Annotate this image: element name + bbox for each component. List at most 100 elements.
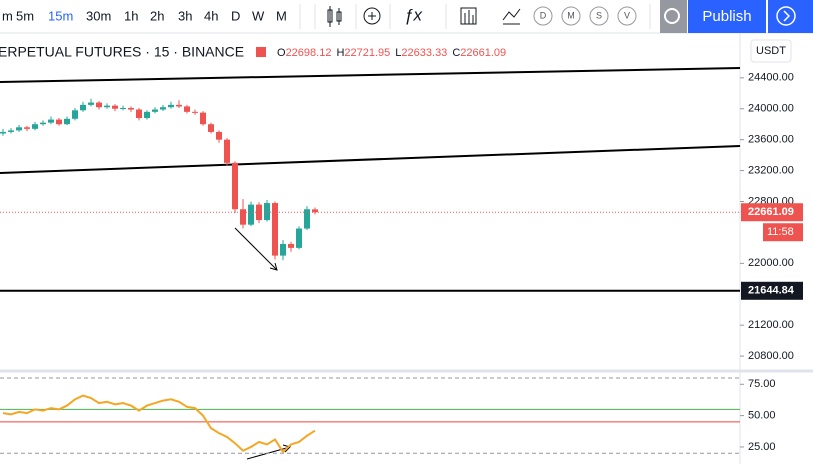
indicator-button[interactable]	[589, 6, 609, 26]
interval-button[interactable]: 30m	[86, 8, 111, 23]
y-tick-label: 50.00	[748, 410, 776, 422]
divergence-arrow	[234, 227, 278, 271]
interval-button[interactable]: m	[2, 8, 13, 23]
candle-body	[128, 107, 134, 110]
ohlc-label: C	[452, 47, 460, 59]
interval-button[interactable]: W	[252, 8, 265, 23]
candle-body	[144, 111, 150, 119]
publish-label: Publish	[702, 8, 751, 25]
indicator-button[interactable]	[561, 6, 581, 26]
y-tick-label: 24000.00	[748, 103, 794, 115]
level-tag	[741, 281, 803, 300]
interval-button[interactable]: 1h	[124, 8, 138, 23]
interval-button[interactable]: D	[231, 8, 240, 23]
interval-button[interactable]: 5m	[16, 8, 34, 23]
currency-button[interactable]	[750, 39, 792, 63]
templates-icon[interactable]	[460, 7, 477, 25]
menu-arrow	[783, 10, 791, 22]
indicator-button[interactable]	[617, 6, 637, 26]
candle-body	[40, 122, 46, 125]
ohlc-label: H	[336, 47, 344, 59]
candle-body	[184, 106, 190, 112]
candle-body	[272, 203, 278, 256]
arrow-head	[282, 444, 291, 453]
candle-body	[200, 112, 206, 125]
candle-body	[296, 228, 302, 248]
interval-button[interactable]: 15m	[48, 8, 73, 23]
candle-body	[16, 127, 22, 131]
candle-body	[264, 203, 270, 221]
candle-body	[32, 124, 38, 129]
y-tick-label: 20800.00	[748, 350, 794, 362]
candle-body	[88, 102, 94, 105]
interval-button[interactable]: 3h	[178, 8, 192, 23]
candle-body	[208, 124, 214, 132]
trend-line	[0, 67, 741, 83]
candle-icon[interactable]	[327, 6, 342, 27]
candle-body	[48, 119, 54, 123]
candle-body	[104, 105, 110, 108]
candle-body	[24, 127, 30, 129]
y-tick-label: 24400.00	[748, 72, 794, 84]
candle-body	[304, 209, 310, 229]
indicator-label: D	[540, 10, 547, 20]
candle-body	[168, 104, 174, 108]
ohlc-value: 22698.12	[286, 47, 332, 59]
candle-body	[136, 109, 142, 119]
candle-body	[152, 109, 158, 112]
candle-body	[80, 104, 86, 111]
candle-body	[56, 119, 62, 125]
candle-body	[160, 107, 166, 110]
symbol-status	[256, 47, 266, 57]
candle-body	[240, 209, 246, 225]
candle-body	[64, 118, 70, 125]
countdown: 11:58	[767, 226, 794, 238]
replay-icon	[664, 8, 680, 24]
candle-body	[96, 102, 102, 108]
candle-body	[120, 107, 126, 109]
y-tick-label: 21200.00	[748, 319, 794, 331]
interval-button[interactable]: M	[276, 8, 287, 23]
candle-body	[72, 110, 78, 119]
menu-button[interactable]	[768, 0, 813, 33]
candle-body	[280, 244, 286, 256]
ohlc: O22698.12 H22721.95 L22633.33 C22661.09	[277, 47, 506, 59]
fx-icon[interactable]: ƒx	[404, 5, 422, 24]
candle-body	[312, 209, 318, 213]
ohlc-value: 22661.09	[460, 47, 506, 59]
menu-icon	[776, 6, 796, 26]
y-tick-label: 25.00	[748, 441, 776, 453]
candle-body	[248, 204, 254, 225]
candle-body	[0, 131, 6, 134]
y-tick-label: 22000.00	[748, 257, 794, 269]
indicator-label: V	[624, 10, 630, 20]
oscillator-line	[2, 394, 316, 454]
last-price-label: 22661.09	[748, 206, 794, 218]
countdown-tag	[763, 223, 803, 242]
y-tick-label: 75.00	[748, 378, 776, 390]
indicator-button[interactable]	[533, 6, 553, 26]
arrow-head	[269, 262, 278, 271]
trend-line	[0, 145, 741, 174]
candle-body	[288, 244, 294, 248]
add-icon[interactable]	[363, 7, 381, 25]
candle-body	[112, 105, 118, 109]
currency: USDT	[756, 45, 786, 57]
indicator-label: S	[596, 10, 602, 20]
candle-body	[232, 162, 238, 210]
y-tick-label: 23600.00	[748, 134, 794, 146]
interval-button[interactable]: 2h	[150, 8, 164, 23]
candle-body	[176, 104, 182, 107]
candle-body	[8, 130, 14, 132]
candle-body	[224, 139, 230, 163]
publish-button[interactable]	[688, 0, 766, 33]
candle-body	[192, 111, 198, 113]
ohlc-value: 22633.33	[401, 47, 447, 59]
y-tick-label: 23200.00	[748, 164, 794, 176]
ohlc-label: L	[395, 47, 401, 59]
interval-button[interactable]: 4h	[204, 8, 218, 23]
candle-body	[216, 131, 222, 140]
ohlc-label: O	[277, 47, 286, 59]
compare-icon[interactable]	[502, 8, 521, 25]
indicator-label: M	[567, 10, 575, 20]
